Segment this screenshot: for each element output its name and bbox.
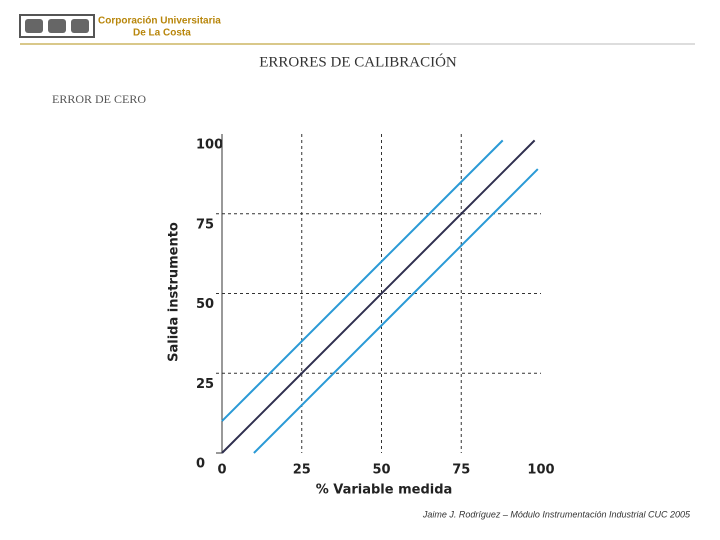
chart-title: ERRORES DE CALIBRACIÓN — [259, 53, 457, 70]
x-tick-label: 0 — [217, 463, 226, 478]
x-tick-label: 25 — [293, 463, 311, 478]
y-tick-label: 75 — [196, 217, 214, 232]
x-axis-label: % Variable medida — [316, 483, 453, 498]
logo — [19, 14, 95, 38]
y-axis-label: Salida instrumento — [167, 222, 182, 362]
y-tick-label: 50 — [196, 297, 214, 312]
org-name: De La Costa — [133, 28, 191, 39]
y-tick-label: 0 — [196, 457, 205, 472]
data-line — [253, 168, 539, 454]
y-tick-label: 100 — [196, 138, 223, 153]
subtitle: ERROR DE CERO — [52, 92, 146, 106]
x-tick-label: 100 — [527, 463, 554, 478]
org-name: Corporación Universitaria — [98, 16, 221, 27]
footer: Jaime J. Rodríguez – Módulo Instrumentac… — [422, 509, 691, 519]
y-tick-label: 25 — [196, 377, 214, 392]
x-tick-label: 50 — [372, 463, 390, 478]
data-line — [221, 139, 504, 422]
data-line — [221, 139, 536, 454]
x-tick-label: 75 — [452, 463, 470, 478]
